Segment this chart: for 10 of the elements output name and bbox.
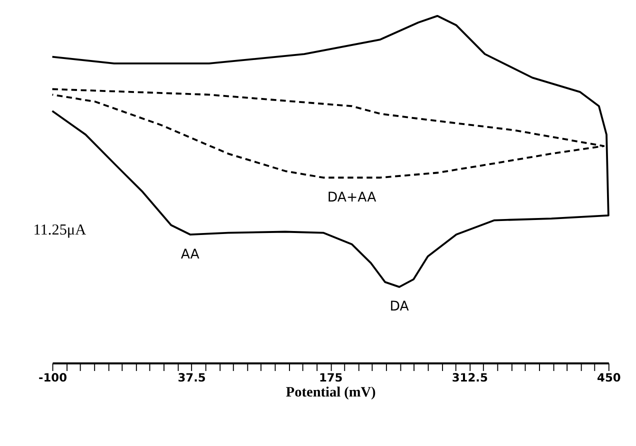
x-tick-label: -100	[38, 370, 68, 384]
x-tick-label: 175	[318, 370, 343, 384]
annotation: AA	[180, 247, 200, 262]
x-axis-title: Potential (mV)	[286, 384, 376, 401]
x-tick-label: 312.5	[452, 370, 488, 384]
x-tick-label: 450	[597, 370, 621, 384]
x-tick-label: 37.5	[178, 370, 206, 384]
annotation: DA+AA	[327, 190, 376, 206]
annotation: 11.25μA	[33, 222, 86, 239]
annotation: DA	[390, 300, 409, 315]
